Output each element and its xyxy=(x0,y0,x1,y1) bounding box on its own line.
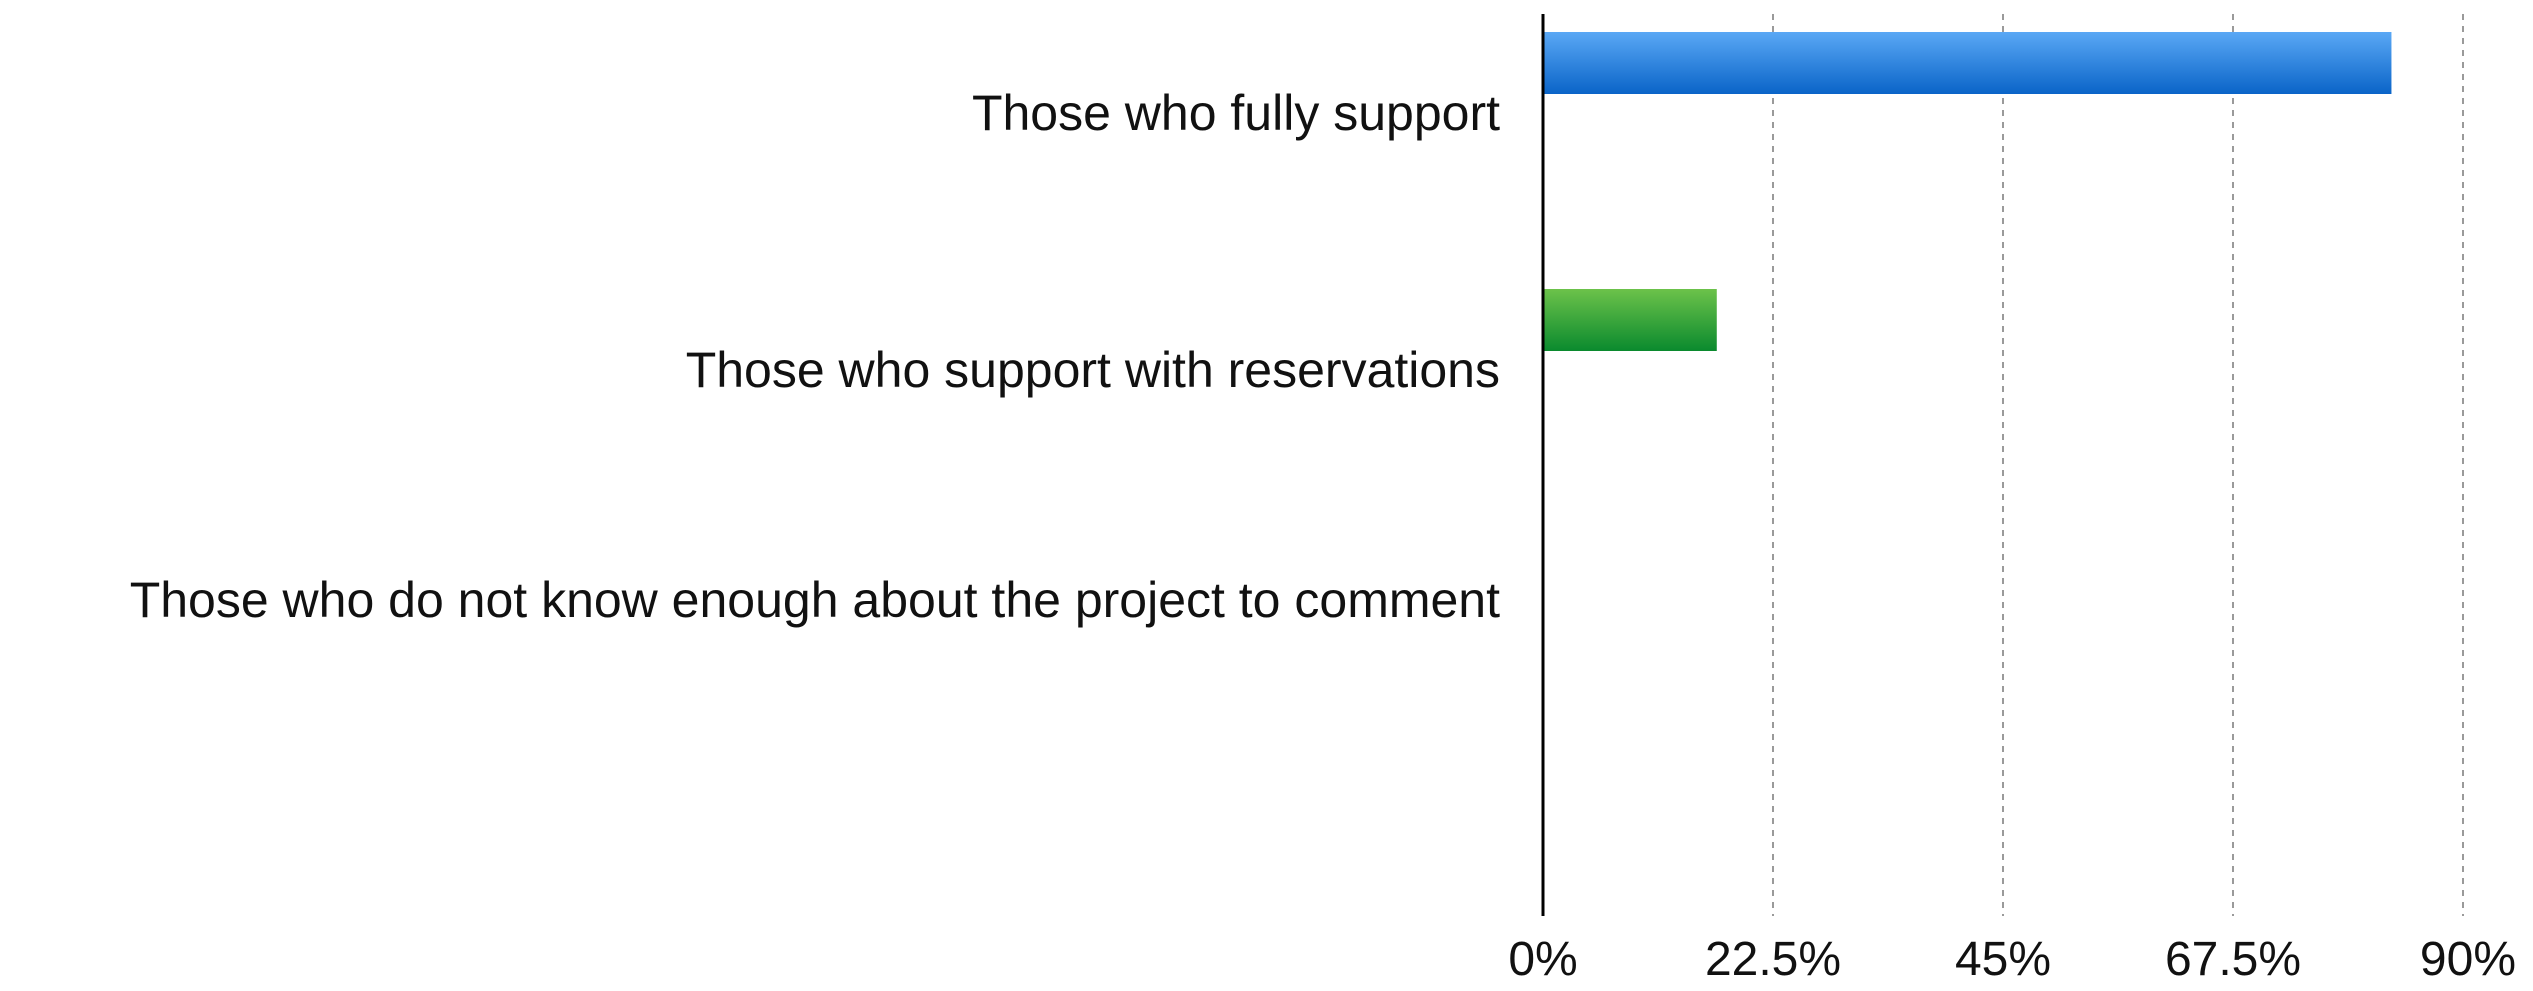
grid-lines xyxy=(1772,14,2464,916)
category-label-2: Those who do not know enough about the p… xyxy=(130,572,1500,628)
x-tick-labels: 0% 22.5% 45% 67.5% 90% xyxy=(1508,933,2516,986)
bars xyxy=(1543,32,2392,351)
category-label-1: Those who support with reservations xyxy=(686,342,1500,398)
x-tick-label-4: 90% xyxy=(2420,933,2516,986)
category-labels: Those who fully support Those who support… xyxy=(130,85,1500,628)
x-tick-label-2: 45% xyxy=(1955,933,2051,986)
x-tick-label-3: 67.5% xyxy=(2165,933,2301,986)
bar-1 xyxy=(1543,289,1717,351)
x-tick-label-0: 0% xyxy=(1508,933,1577,986)
category-label-0: Those who fully support xyxy=(972,85,1500,141)
bar-0 xyxy=(1543,32,2392,94)
x-tick-label-1: 22.5% xyxy=(1705,933,1841,986)
